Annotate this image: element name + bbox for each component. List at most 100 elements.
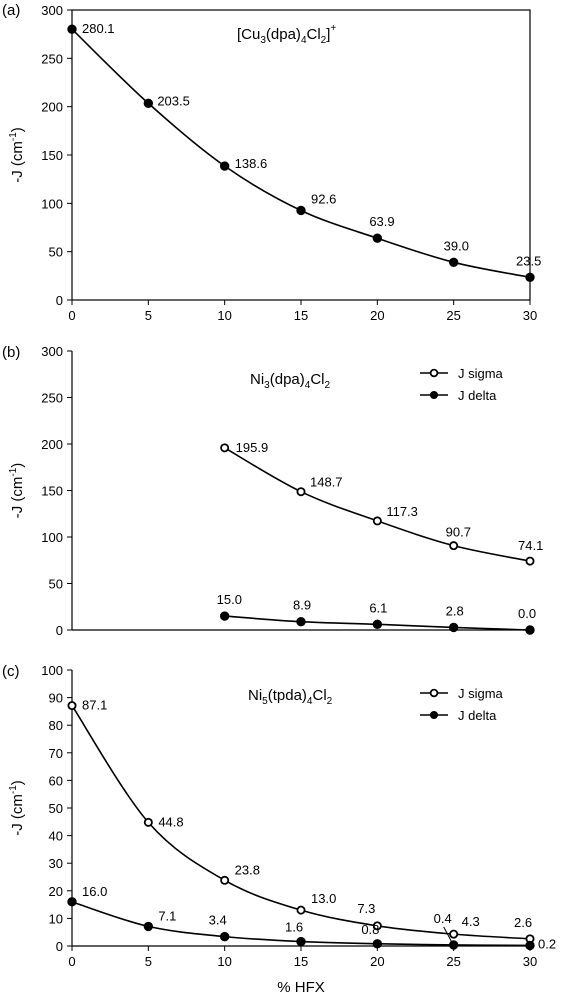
data-point-open: [296, 487, 306, 497]
title-part: 5: [262, 696, 268, 707]
chart-title: [Cu3(dpa)4Cl2]+: [237, 23, 336, 46]
y-tick-label: 300: [41, 344, 63, 359]
data-label: 148.7: [310, 475, 343, 490]
data-point-filled: [448, 622, 459, 633]
y-axis-label-close: ): [9, 780, 26, 785]
title-part: +: [330, 23, 336, 34]
x-tick-label: 10: [217, 954, 231, 969]
legend: J sigma J delta: [420, 686, 504, 723]
x-tick-label: 5: [145, 308, 152, 323]
title-part: Ni: [250, 371, 264, 388]
legend-entry: J delta: [458, 708, 497, 723]
chart-panel-a: (a) 0 50 100 150 200 250 300 0 5 10 15 20 25 30 -J (cm-…: [2, 2, 541, 323]
data-point-open: [449, 929, 459, 939]
data-label: 2.8: [446, 603, 464, 618]
data-label: 3.4: [209, 913, 227, 928]
x-tick-label: 15: [294, 308, 308, 323]
data-point-filled: [296, 205, 306, 216]
x-tick-label: 20: [370, 954, 384, 969]
data-label: 15.0: [217, 592, 242, 607]
data-label: 6.1: [369, 600, 387, 615]
title-part: (dpa): [270, 371, 305, 388]
title-part: (tpda): [268, 687, 307, 704]
y-axis-label: -J (cm-1): [8, 463, 26, 519]
y-tick-label: 200: [41, 100, 63, 115]
y-tick-label: 250: [41, 391, 63, 406]
y-axis-label-close: ): [9, 127, 26, 132]
y-tick-label: 0: [56, 623, 63, 638]
data-label: 87.1: [82, 698, 107, 713]
data-label: 74.1: [518, 538, 543, 553]
data-label: 39.0: [444, 238, 469, 253]
data-point-filled: [448, 940, 459, 950]
y-tick-label: 30: [49, 856, 63, 871]
y-tick-label: 80: [49, 718, 63, 733]
title-part: 4: [307, 696, 313, 707]
legend-entry: J delta: [458, 388, 497, 403]
data-point-filled: [525, 272, 535, 282]
legend-entry: J sigma: [458, 686, 504, 701]
data-point-open: [220, 443, 230, 453]
panel-label: (a): [2, 2, 20, 19]
y-tick-label: 40: [49, 829, 63, 844]
data-label: 195.9: [236, 440, 269, 455]
title-part: (dpa): [266, 26, 301, 43]
data-point-filled: [372, 939, 383, 949]
chart-title: Ni5(tpda)4Cl2: [248, 687, 333, 707]
y-axis-label-main: -J (cm: [9, 477, 26, 519]
data-label: 23.8: [235, 862, 260, 877]
legend-marker-filled: [430, 391, 438, 399]
data-label: 0.4: [434, 911, 452, 926]
legend-marker-open: [429, 688, 439, 698]
title-part: 3: [264, 380, 270, 391]
y-tick-label: 90: [49, 691, 63, 706]
legend-marker-open: [429, 368, 439, 378]
title-part: Cl: [310, 371, 324, 388]
y-tick-label: 300: [41, 3, 63, 18]
y-axis-label-main: -J (cm: [9, 794, 26, 836]
title-part: ]: [326, 26, 330, 43]
y-axis-label-exp: -1: [8, 132, 19, 141]
data-point-open: [449, 541, 459, 551]
data-label: 4.3: [462, 914, 480, 929]
data-point-open: [296, 905, 306, 915]
chart-title: Ni3(dpa)4Cl2: [250, 371, 331, 391]
title-part: 2: [325, 380, 331, 391]
data-point-filled: [219, 161, 230, 171]
leader-line: [443, 926, 453, 943]
x-tick-label: 5: [145, 954, 152, 969]
data-label: 2.6: [514, 915, 532, 930]
legend-entry: J sigma: [458, 366, 504, 381]
data-point-filled: [296, 617, 306, 627]
data-label: 7.3: [357, 901, 375, 916]
data-point-filled: [525, 940, 535, 951]
data-point-filled: [143, 921, 154, 932]
title-part: 2: [321, 35, 327, 46]
legend-marker-filled: [430, 711, 438, 719]
y-tick-label: 100: [41, 663, 63, 678]
x-tick-label: 20: [370, 308, 384, 323]
title-part: 4: [301, 35, 307, 46]
data-label: 44.8: [158, 814, 183, 829]
y-axis-label-close: ): [9, 463, 26, 468]
y-tick-label: 20: [49, 884, 63, 899]
data-point-open: [372, 516, 382, 526]
chart-panel-b: (b) 0 50 100 150 200 250 300 -J (cm-1) Ni3(dpa)4C…: [2, 344, 543, 638]
data-label: 203.5: [157, 93, 190, 108]
x-tick-label: 0: [68, 308, 75, 323]
y-tick-label: 50: [49, 245, 63, 260]
data-point-filled: [372, 619, 383, 630]
x-tick-label: 30: [523, 954, 537, 969]
data-label: 0.8: [361, 922, 379, 937]
data-label: 117.3: [386, 504, 418, 519]
data-label: 280.1: [82, 21, 115, 36]
data-label: 7.1: [158, 908, 176, 923]
y-tick-label: 60: [49, 773, 63, 788]
x-tick-label: 0: [68, 954, 75, 969]
x-axis-label: % HFX: [277, 979, 325, 996]
series-line-j-sigma: [71, 705, 531, 940]
title-part: Cl: [307, 26, 321, 43]
data-point-filled: [372, 233, 383, 243]
y-tick-label: 200: [41, 437, 63, 452]
